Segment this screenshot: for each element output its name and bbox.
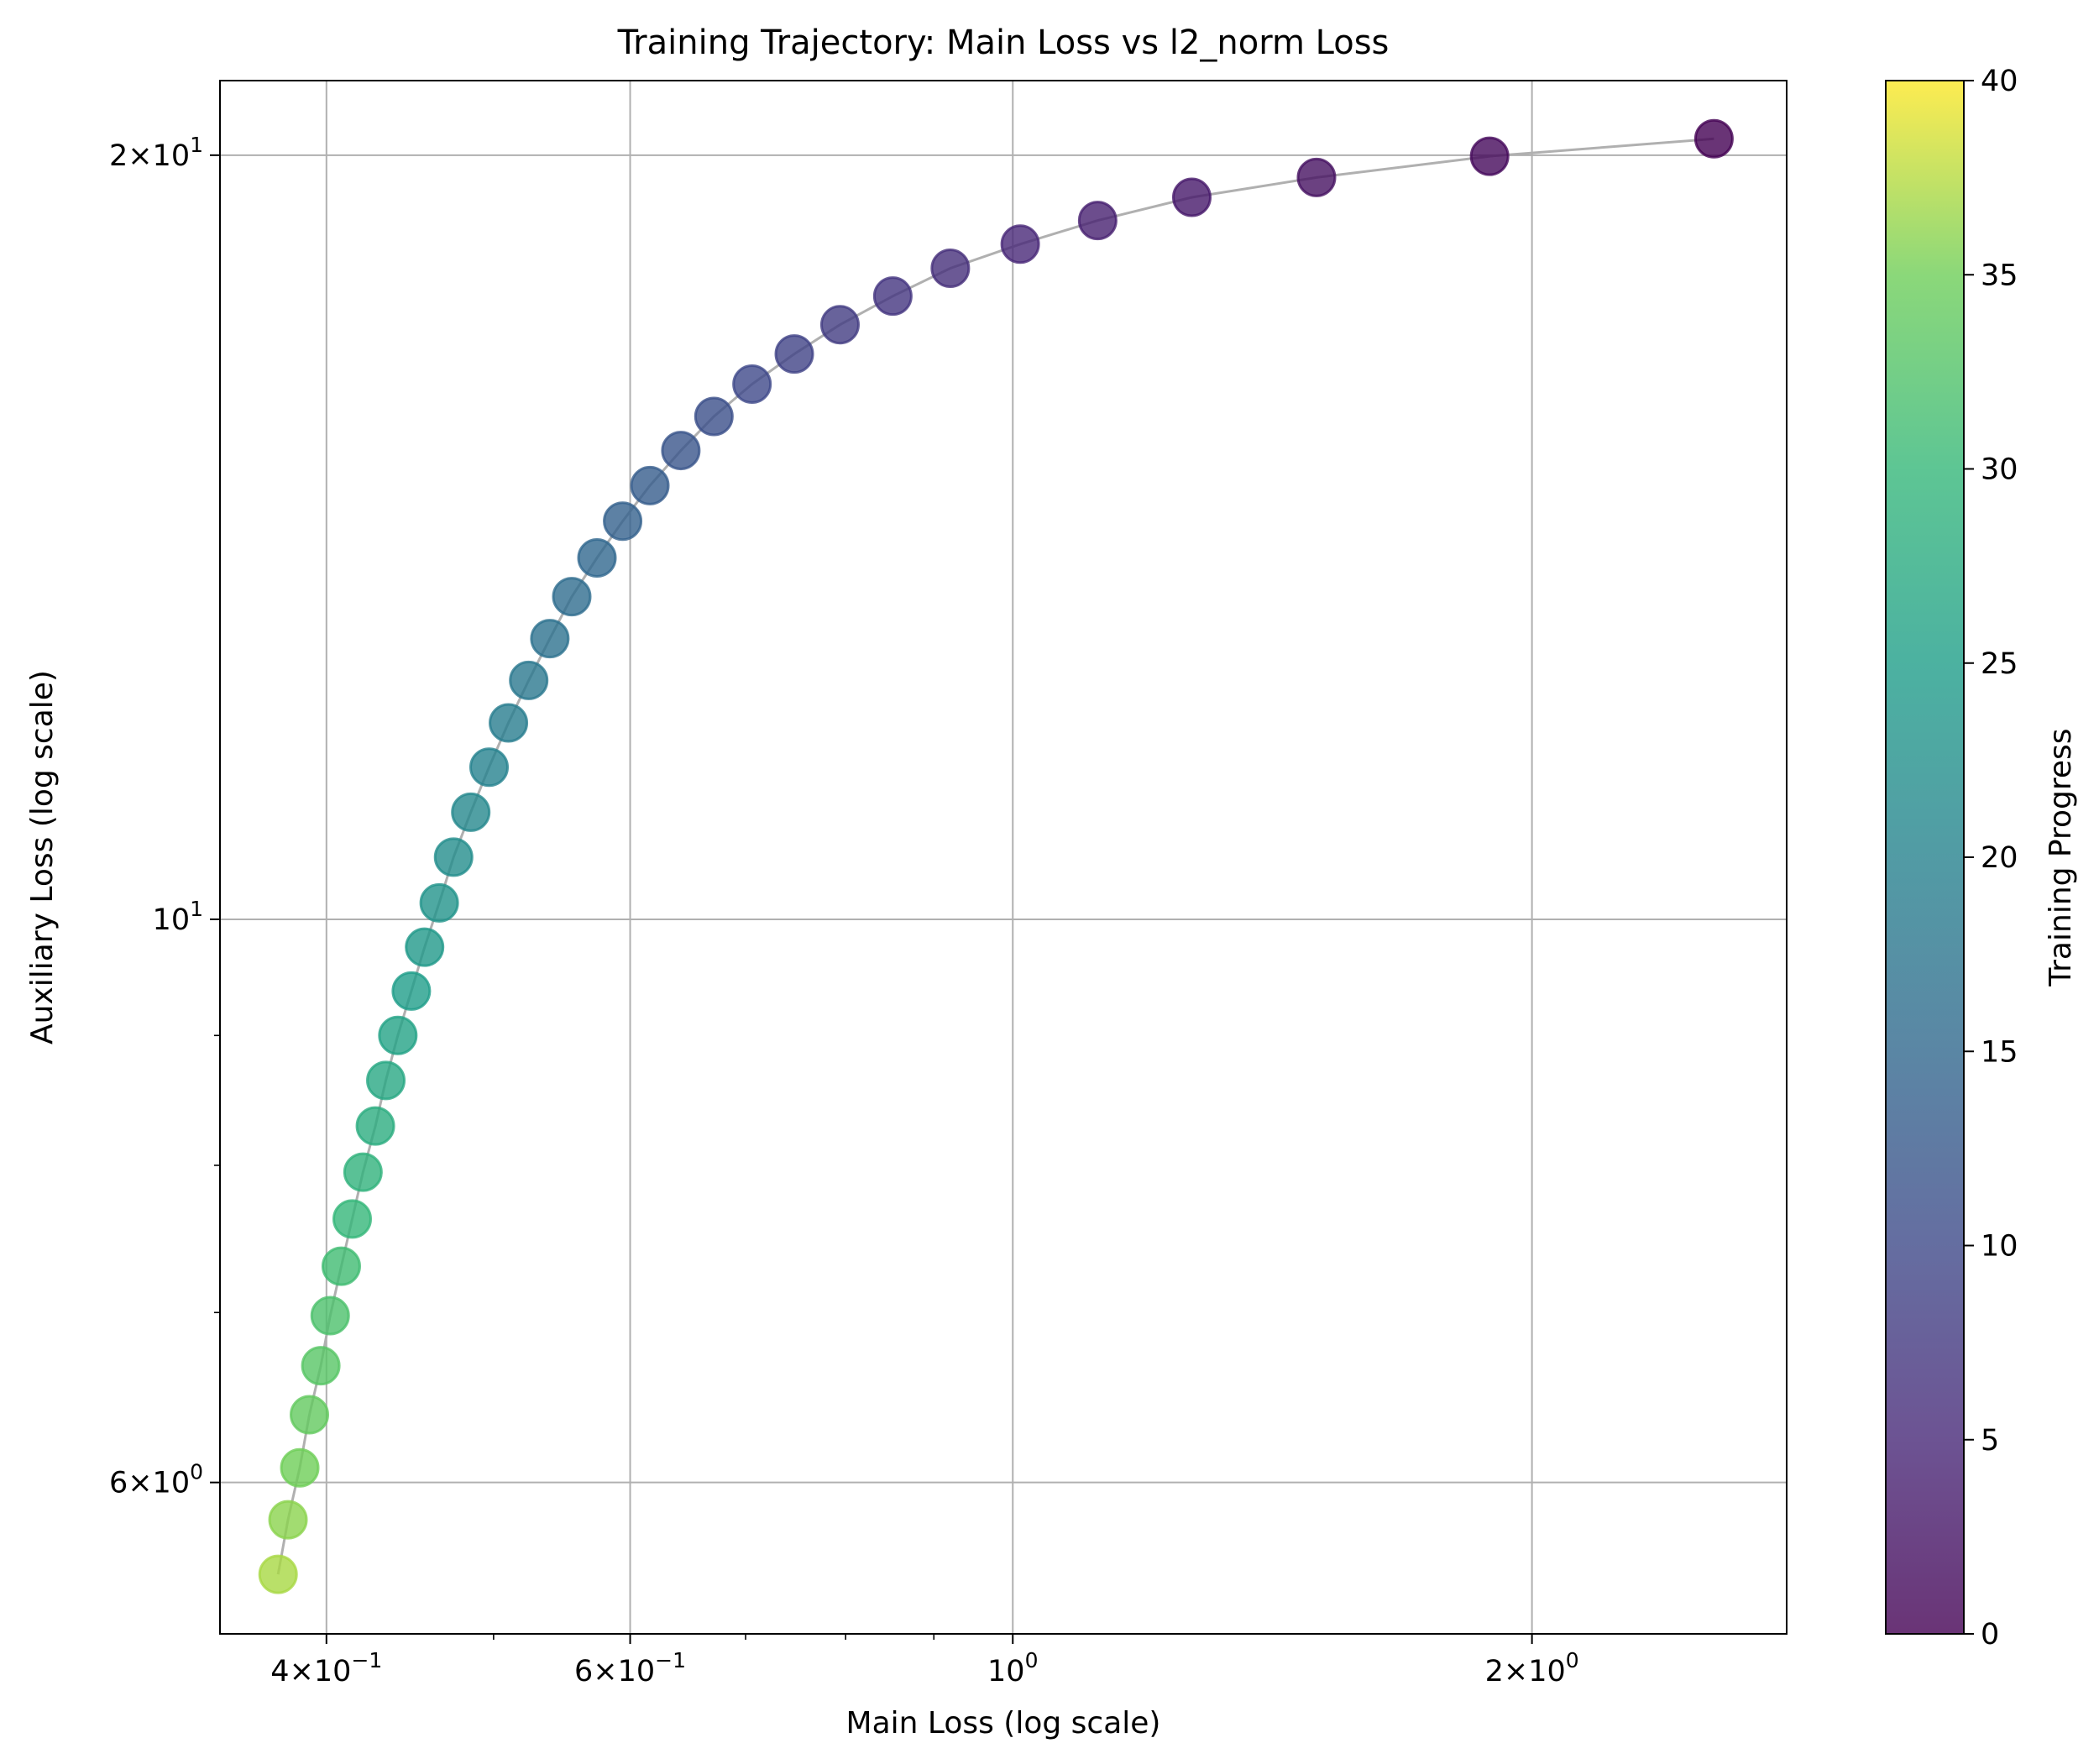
data-point <box>603 501 643 542</box>
data-point <box>694 396 734 437</box>
data-point <box>819 305 860 345</box>
data-point <box>366 1060 406 1101</box>
data-point <box>419 882 459 923</box>
chart-title: Training Trajectory: Main Loss vs l2_nor… <box>617 24 1390 62</box>
colorbar-tick-label: 35 <box>1981 259 2018 292</box>
colorbar-tick-label: 5 <box>1981 1424 1999 1458</box>
data-point <box>732 364 772 404</box>
grid-lines <box>220 81 1787 1634</box>
data-point <box>1171 177 1212 217</box>
data-point <box>321 1246 361 1286</box>
data-point <box>258 1554 298 1594</box>
y-axis: 6×100 101 2×101 <box>109 133 220 1500</box>
colorbar-ticks: 0 5 10 15 20 25 30 35 40 <box>1964 65 2018 1651</box>
x-axis: 4×10−1 6×10−1 100 2×100 <box>270 1634 1579 1688</box>
data-point <box>378 1015 418 1055</box>
data-point <box>433 837 474 877</box>
colorbar-gradient <box>1886 81 1964 1634</box>
y-tick-label: 2×101 <box>109 133 203 173</box>
data-point <box>872 276 913 317</box>
data-point <box>577 537 617 578</box>
colorbar-tick-label: 0 <box>1981 1618 1999 1651</box>
plot-frame <box>219 80 1788 1635</box>
data-point <box>930 249 971 289</box>
data-point <box>489 703 529 743</box>
data-points <box>258 118 1734 1594</box>
data-point <box>552 577 592 617</box>
data-point <box>509 660 549 700</box>
data-point <box>1296 157 1337 197</box>
data-point <box>332 1199 372 1239</box>
data-point <box>530 619 570 659</box>
data-point <box>301 1346 341 1386</box>
trajectory-line <box>276 137 1714 1575</box>
colorbar-tick-label: 15 <box>1981 1035 2018 1069</box>
data-point <box>310 1296 350 1336</box>
trajectory-path <box>276 137 1714 1575</box>
data-point <box>1469 136 1510 176</box>
colorbar-tick-label: 40 <box>1981 65 2018 98</box>
data-point <box>469 747 510 788</box>
data-point <box>355 1106 395 1146</box>
data-point <box>630 465 670 505</box>
data-point <box>1000 224 1040 264</box>
colorbar-tick-label: 30 <box>1981 453 2018 487</box>
colorbar-tick-label: 20 <box>1981 841 2018 875</box>
data-point <box>1693 118 1734 159</box>
data-point <box>280 1447 320 1488</box>
y-tick-label: 6×100 <box>109 1460 203 1500</box>
x-axis-label: Main Loss (log scale) <box>846 1706 1161 1740</box>
x-tick-label: 4×10−1 <box>270 1648 382 1688</box>
colorbar-label: Training Progress <box>2044 728 2078 987</box>
colorbar-tick-label: 25 <box>1981 647 2018 681</box>
data-point <box>290 1395 330 1435</box>
data-point <box>774 334 814 374</box>
plot-area <box>219 80 1788 1635</box>
data-point <box>1077 201 1118 241</box>
data-point <box>451 792 491 832</box>
y-axis-label: Auxiliary Loss (log scale) <box>25 670 60 1044</box>
data-point <box>343 1152 383 1192</box>
colorbar: 0 5 10 15 20 25 30 35 40 Training Progress <box>1885 65 2078 1651</box>
y-tick-label: 101 <box>153 897 203 937</box>
data-point <box>391 971 432 1011</box>
data-point <box>268 1500 308 1540</box>
data-point <box>405 927 445 967</box>
colorbar-tick-label: 10 <box>1981 1230 2018 1264</box>
x-tick-label: 2×100 <box>1485 1648 1579 1688</box>
x-tick-label: 100 <box>987 1648 1038 1688</box>
x-tick-label: 6×10−1 <box>574 1648 686 1688</box>
data-point <box>661 431 701 471</box>
